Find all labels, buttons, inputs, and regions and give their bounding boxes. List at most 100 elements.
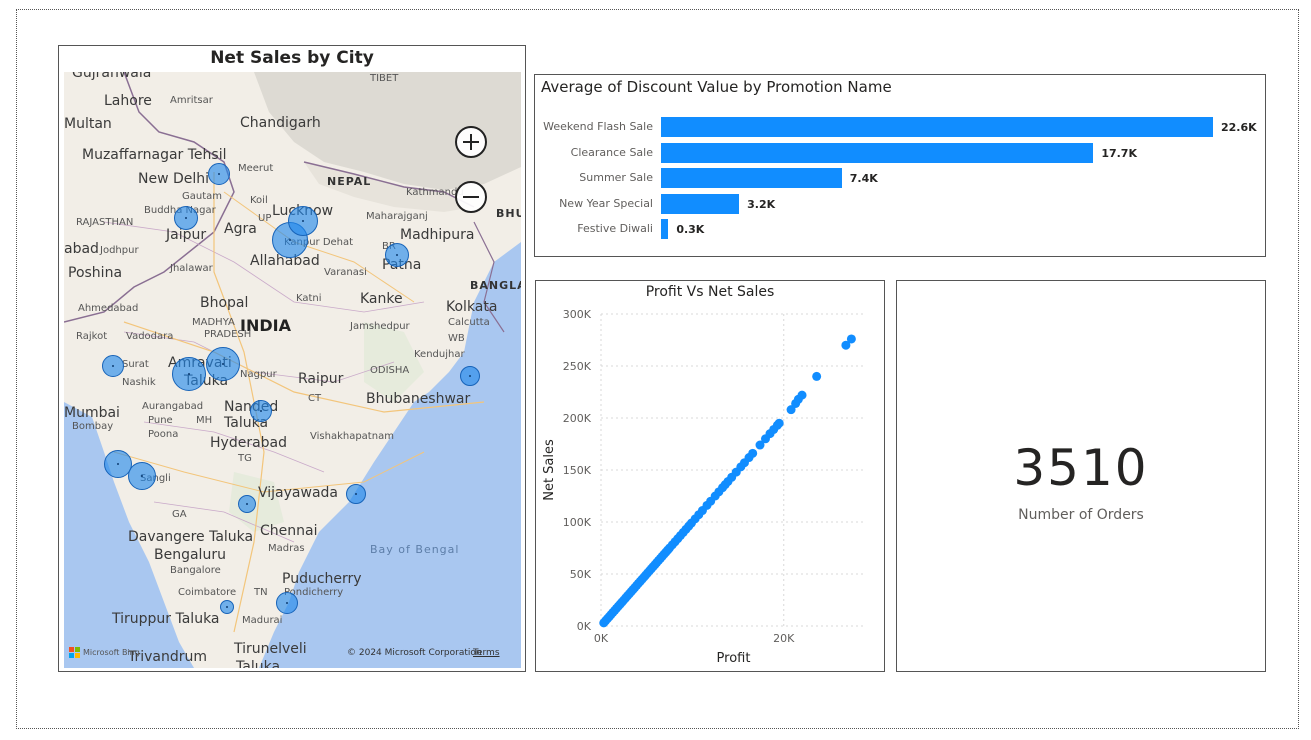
place-label: Kolkata (446, 299, 498, 315)
place-label: Nagpur (240, 369, 277, 380)
bar-chart-visual[interactable]: Average of Discount Value by Promotion N… (534, 74, 1266, 257)
place-label: Jamshedpur (350, 321, 410, 332)
bar[interactable] (661, 168, 842, 188)
y-tick-label: 0K (577, 620, 592, 633)
place-label: Tiruppur Taluka (112, 611, 220, 627)
bar[interactable] (661, 117, 1213, 137)
place-label: Poona (148, 429, 179, 440)
map-title: Net Sales by City (210, 48, 374, 68)
y-tick-label: 300K (563, 308, 592, 321)
bar-row[interactable]: Summer Sale 7.4K (535, 168, 1265, 188)
place-label: Koil (250, 195, 268, 206)
microsoft-logo-icon (69, 647, 80, 658)
card-value: 3510 (1013, 439, 1149, 497)
place-label: ODISHA (370, 365, 410, 376)
scatter-plot[interactable]: 0K 50K 100K 150K 200K 250K 300K 0K 20K Profit Net … (536, 281, 884, 671)
scatter-point[interactable] (748, 448, 758, 458)
scatter-point[interactable] (812, 371, 822, 381)
place-label: Gujranwala (72, 72, 152, 81)
place-label: Madurai (242, 615, 283, 626)
scatter-title: Profit Vs Net Sales (645, 284, 775, 300)
city-bubble[interactable] (104, 450, 132, 478)
bar[interactable] (661, 219, 669, 239)
city-bubble[interactable] (385, 243, 409, 267)
place-label: MADHYA (192, 317, 235, 328)
bar-row[interactable]: Festive Diwali 0.3K (535, 219, 1265, 239)
scatter-point[interactable] (841, 340, 851, 350)
city-bubble[interactable] (346, 484, 366, 504)
place-label: Aurangabad (142, 401, 204, 412)
bar-chart-title: Average of Discount Value by Promotion N… (541, 78, 892, 96)
city-bubble[interactable] (276, 592, 298, 614)
state-border-3 (143, 421, 325, 473)
place-label: Poshina (68, 265, 123, 281)
city-bubble[interactable] (460, 366, 480, 386)
place-label: New Delhi (138, 171, 210, 187)
city-bubble[interactable] (172, 357, 206, 391)
city-bubble[interactable] (208, 163, 230, 185)
city-bubble[interactable] (220, 600, 234, 614)
place-label: abad (64, 241, 99, 257)
scatter-chart-visual[interactable]: Profit Vs Net Sales 0K 50K 100K 150K 200K 250… (535, 280, 885, 672)
y-axis-title: Net Sales (542, 439, 557, 501)
bar[interactable] (661, 142, 1094, 163)
place-label: Pune (148, 415, 173, 426)
nepal-border (303, 161, 475, 208)
road-4 (223, 191, 415, 303)
place-label: RAJASTHAN (76, 217, 134, 228)
place-label: Vijayawada (258, 485, 338, 501)
bing-logo: Microsoft Bing (69, 647, 140, 658)
place-label: PRADESH (204, 329, 252, 340)
place-label: Vishakhapatnam (310, 431, 394, 442)
map-visual[interactable]: Net Sales by City Gujra (58, 45, 526, 672)
bar-row[interactable]: Clearance Sale 17.7K (535, 142, 1265, 163)
place-label: Madras (268, 543, 305, 554)
place-label: Allahabad (250, 253, 320, 269)
card-visual[interactable]: 3510 Number of Orders (896, 280, 1266, 672)
zoom-in-button[interactable] (455, 126, 487, 158)
place-label: Ahmedabad (78, 303, 139, 314)
place-label: Kendujhar (414, 349, 465, 360)
city-bubble[interactable] (238, 495, 256, 513)
bar[interactable] (661, 193, 740, 214)
city-bubble[interactable] (206, 347, 240, 381)
x-axis-title: Profit (717, 651, 751, 666)
city-bubble[interactable] (128, 462, 156, 490)
place-label: Chennai (260, 523, 318, 539)
scatter-point[interactable] (774, 418, 784, 428)
place-label: Bhubaneshwar (366, 391, 471, 407)
bar-row[interactable]: Weekend Flash Sale 22.6K (535, 117, 1265, 137)
road-3 (113, 451, 425, 493)
place-label: Jodhpur (100, 245, 139, 256)
place-label: TN (254, 587, 268, 598)
provider-label: Microsoft Bing (83, 648, 140, 657)
place-label: Coimbatore (178, 587, 237, 598)
city-bubble[interactable] (102, 355, 124, 377)
scatter-point[interactable] (797, 390, 807, 400)
city-bubble[interactable] (250, 400, 272, 422)
tibet-plateau (254, 72, 521, 190)
place-label: MH (196, 415, 213, 426)
place-label: Muzaffarnagar Tehsil (82, 147, 227, 163)
city-bubble[interactable] (174, 206, 198, 230)
scatter-point[interactable] (846, 334, 856, 344)
place-label: Bengaluru (154, 547, 226, 563)
place-label: Rajkot (76, 331, 108, 342)
bar-row[interactable]: New Year Special 3.2K (535, 193, 1265, 214)
terms-link[interactable]: Terms (473, 648, 500, 658)
scatter-point[interactable] (786, 405, 796, 415)
place-label: Pondicherry (284, 587, 344, 598)
zoom-out-button[interactable] (455, 181, 487, 213)
state-border-4 (153, 501, 295, 543)
bar-category-label: Summer Sale (579, 171, 653, 184)
map-area[interactable]: Gujranwala TIBET Lahore Amritsar Multan … (64, 72, 521, 668)
y-tick-label: 100K (563, 516, 592, 529)
place-label: Varanasi (324, 267, 367, 278)
city-bubble[interactable] (288, 206, 318, 236)
place-label: Kathmandu (406, 187, 464, 198)
scatter-point[interactable] (755, 440, 765, 450)
place-label: Puducherry (282, 571, 362, 587)
place-label: Meerut (238, 163, 274, 174)
place-label: Nashik (122, 377, 156, 388)
place-label: Tirunelveli (234, 641, 307, 657)
